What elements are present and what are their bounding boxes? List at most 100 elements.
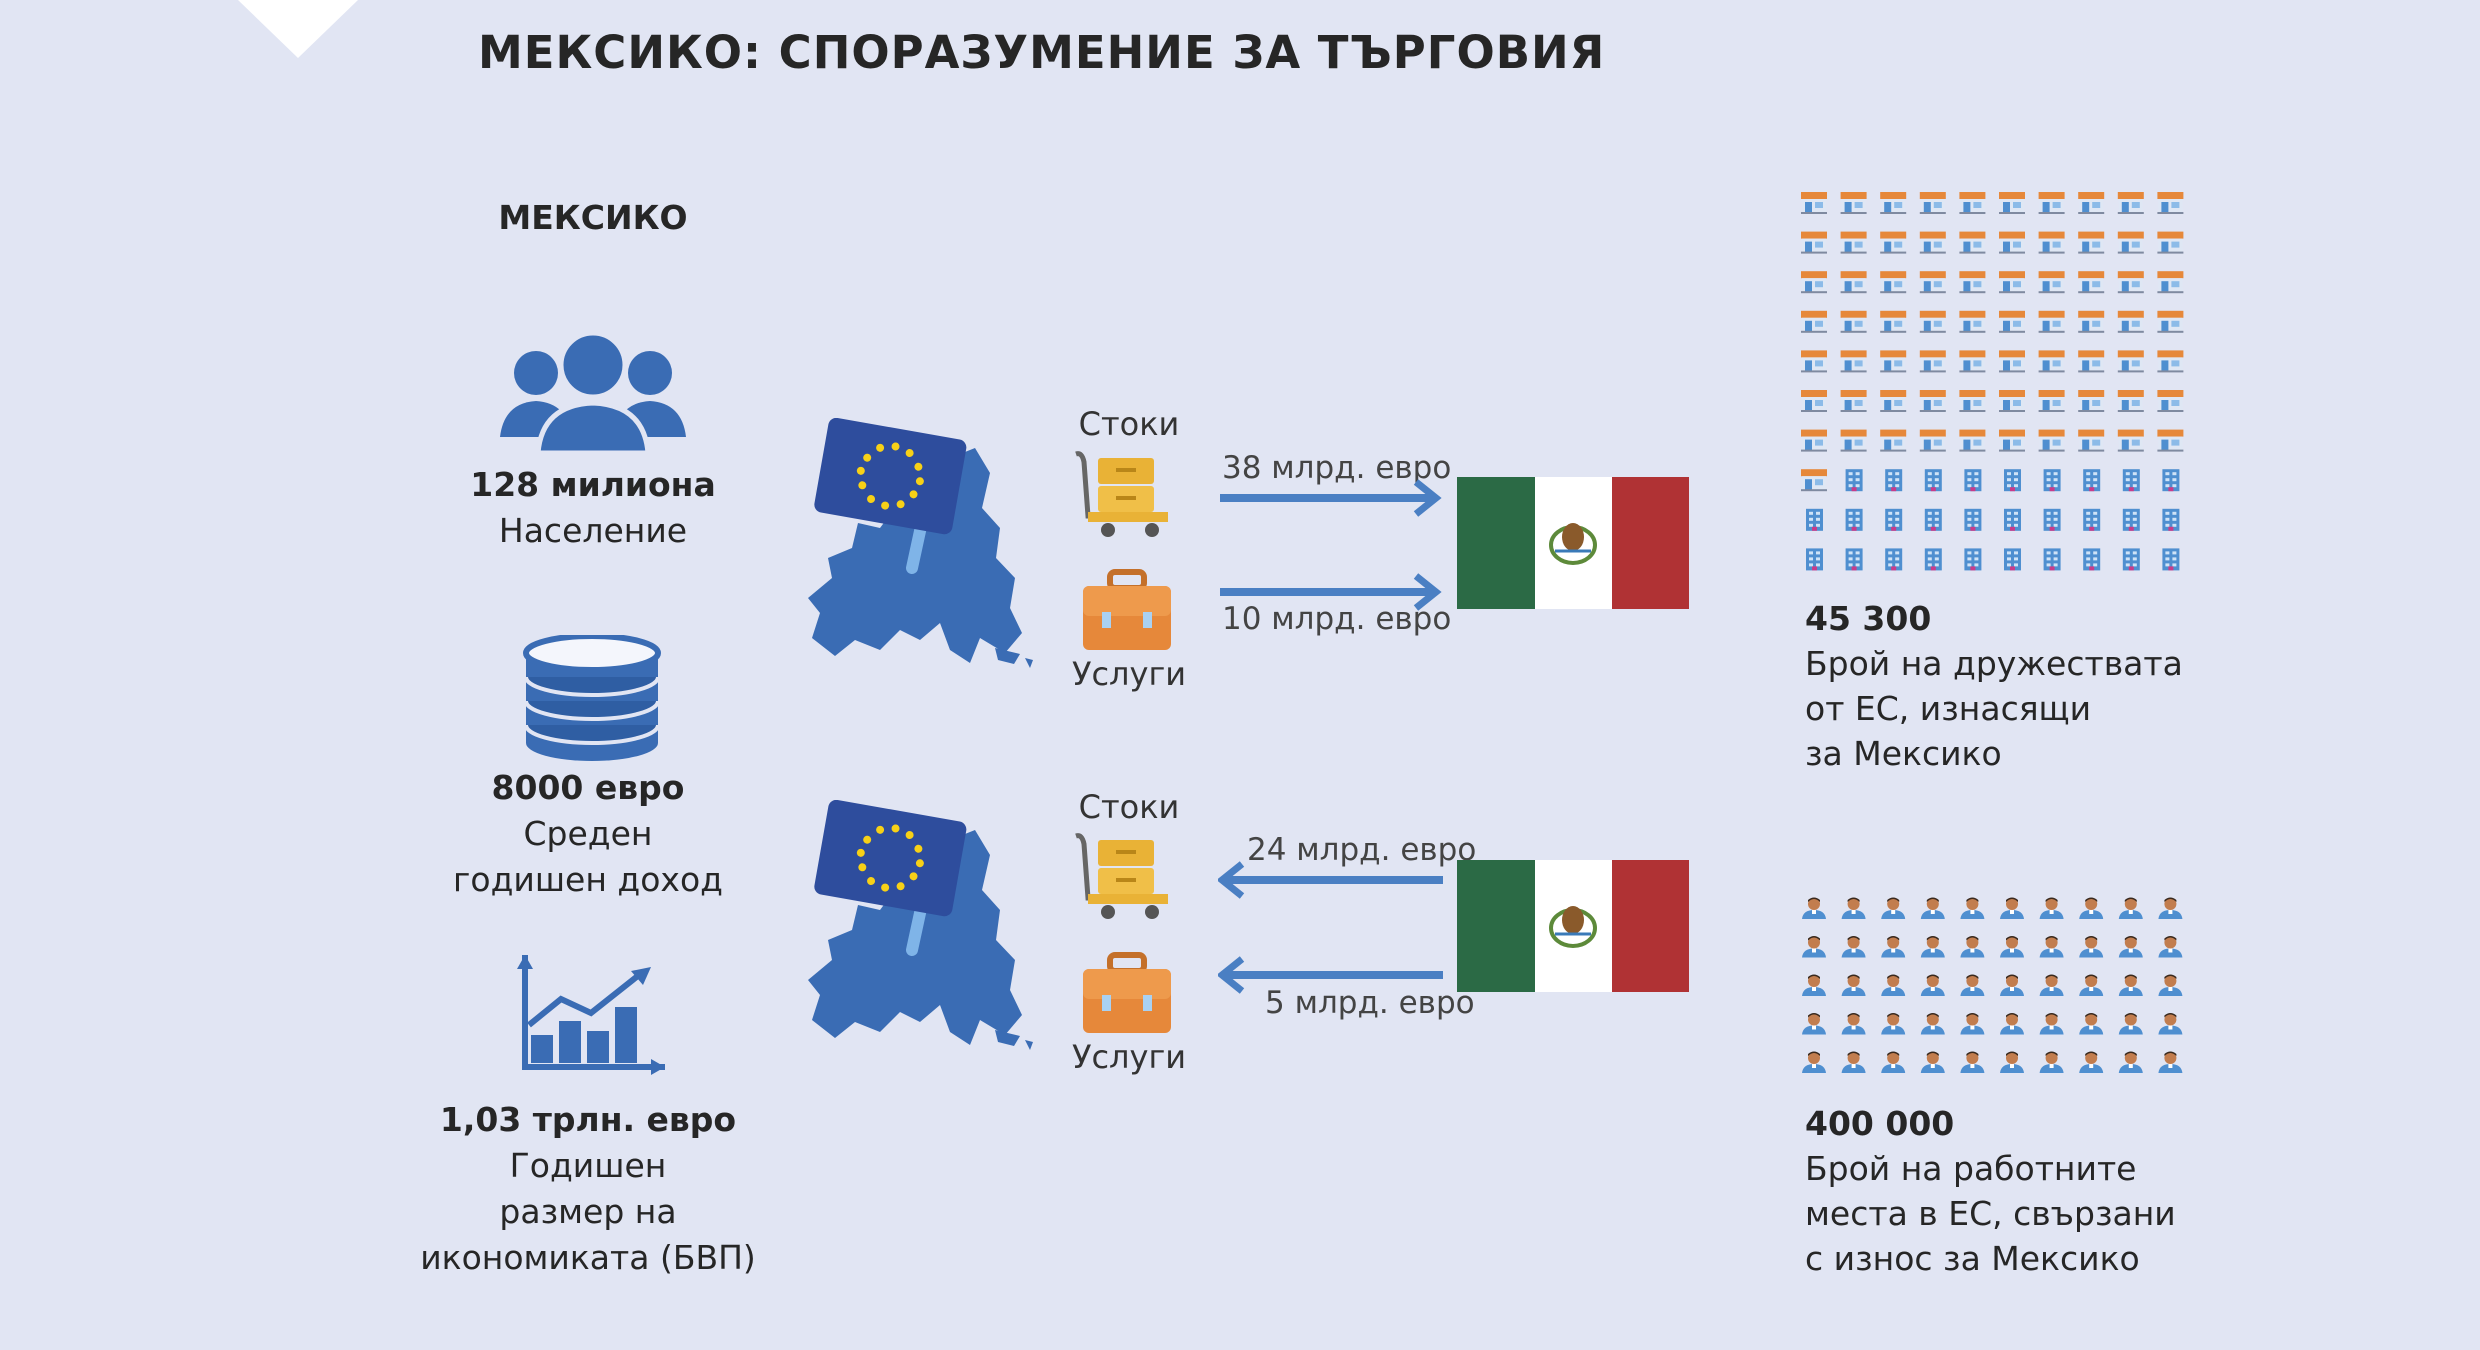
- worker-icon: [2118, 1013, 2143, 1035]
- worker-icon: [1881, 897, 1906, 919]
- office-building-icon: [1885, 548, 1903, 571]
- worker-icon: [1881, 1013, 1906, 1035]
- worker-icon: [2079, 897, 2104, 919]
- shop-icon: [2157, 192, 2184, 214]
- corner-notch-decoration: [238, 0, 358, 58]
- worker-icon: [1802, 1013, 1826, 1035]
- worker-icon: [1841, 936, 1866, 958]
- eu-map-with-flag-exports: [808, 418, 1033, 668]
- jobs-stat: 400 000 Брой на работните места в ЕС, св…: [1805, 1101, 2176, 1281]
- shop-icon: [1801, 469, 1827, 492]
- worker-icon: [2000, 897, 2024, 919]
- shop-icon: [1880, 271, 1907, 294]
- shop-icon: [2157, 390, 2184, 412]
- shop-icon: [1880, 390, 1907, 412]
- shop-icon: [1840, 390, 1867, 412]
- office-building-icon: [2043, 508, 2061, 531]
- worker-icon: [2118, 1051, 2143, 1073]
- income-label-line1: Среден: [523, 814, 653, 853]
- jobs-value: 400 000: [1805, 1104, 1955, 1143]
- worker-icon: [2118, 974, 2143, 996]
- shop-icon: [1999, 350, 2025, 373]
- shop-icon: [1801, 192, 1827, 214]
- worker-icon: [2079, 1051, 2104, 1073]
- income-value: 8000 евро: [491, 768, 685, 807]
- shop-icon: [2117, 350, 2144, 373]
- shop-icon: [2078, 231, 2105, 254]
- shop-icon: [1999, 310, 2025, 333]
- office-building-icon: [1806, 508, 1823, 531]
- shop-icon: [2157, 429, 2184, 452]
- office-building-icon: [1845, 469, 1863, 492]
- mexico-flag-exports: [1457, 477, 1689, 609]
- shop-icon: [1880, 350, 1907, 373]
- imports-services-arrow: [1218, 956, 1443, 994]
- worker-icon: [2039, 1013, 2064, 1035]
- worker-icon: [1920, 1013, 1945, 1035]
- population-icon: [500, 330, 686, 455]
- worker-icon: [1960, 1051, 1985, 1073]
- companies-label-line2: от ЕС, изнасящи: [1805, 689, 2092, 728]
- population-value: 128 милиона: [470, 465, 716, 504]
- office-building-icon: [1964, 548, 1982, 571]
- office-building-icon: [1885, 469, 1903, 492]
- eu-map-with-flag-imports: [808, 800, 1033, 1050]
- shop-icon: [2157, 231, 2184, 254]
- worker-icon: [1920, 1051, 1945, 1073]
- office-building-icon: [1885, 508, 1903, 531]
- office-building-icon: [2083, 548, 2101, 571]
- services-briefcase-icon-imports: [1083, 952, 1171, 1033]
- jobs-label-line3: с износ за Мексико: [1805, 1239, 2140, 1278]
- shop-icon: [1880, 310, 1907, 333]
- shop-icon: [1959, 429, 1986, 452]
- worker-icon: [2158, 1051, 2183, 1073]
- shop-icon: [2117, 429, 2144, 452]
- worker-icon: [2079, 1013, 2104, 1035]
- worker-icon: [1881, 1051, 1906, 1073]
- worker-icon: [2000, 1013, 2024, 1035]
- exports-goods-value: 38 млрд. евро: [1222, 450, 1452, 486]
- shop-icon: [2117, 390, 2144, 412]
- worker-icon: [2079, 936, 2104, 958]
- office-building-icon: [2004, 508, 2021, 531]
- shop-icon: [1801, 231, 1827, 254]
- shop-icon: [1840, 429, 1867, 452]
- worker-icon: [1802, 1051, 1826, 1073]
- worker-icon: [1841, 1013, 1866, 1035]
- office-building-icon: [2004, 548, 2021, 571]
- shop-icon: [2038, 192, 2065, 214]
- shop-icon: [2117, 271, 2144, 294]
- shop-icon: [2078, 429, 2105, 452]
- shop-icon: [1919, 390, 1946, 412]
- worker-icon: [2158, 974, 2183, 996]
- services-briefcase-icon: [1083, 569, 1171, 650]
- goods-cart-icon-imports: [1075, 833, 1168, 919]
- worker-icon: [1841, 974, 1866, 996]
- shop-icon: [2117, 231, 2144, 254]
- worker-icon: [2039, 974, 2064, 996]
- shop-icon: [2078, 310, 2105, 333]
- shop-icon: [1919, 192, 1946, 214]
- office-building-icon: [2043, 548, 2061, 571]
- companies-stat: 45 300 Брой на дружествата от ЕС, изнася…: [1805, 596, 2183, 776]
- income-label-line2: годишен доход: [453, 860, 723, 899]
- growth-chart-icon: [517, 955, 665, 1075]
- worker-icon: [2000, 936, 2024, 958]
- office-building-icon: [1806, 548, 1823, 571]
- shop-icon: [2038, 310, 2065, 333]
- shop-icon: [1919, 310, 1946, 333]
- office-building-icon: [1964, 508, 1982, 531]
- shop-icon: [2038, 231, 2065, 254]
- population-stat: 128 милиона Население: [373, 462, 813, 554]
- worker-icon: [2118, 897, 2143, 919]
- worker-icon: [1960, 897, 1985, 919]
- office-building-icon: [1845, 508, 1863, 531]
- companies-value: 45 300: [1805, 599, 1932, 638]
- shop-icon: [2117, 310, 2144, 333]
- goods-cart-icon: [1075, 451, 1168, 537]
- shop-icon: [1840, 310, 1867, 333]
- imports-goods-arrow: [1218, 861, 1443, 899]
- companies-label-line1: Брой на дружествата: [1805, 644, 2183, 683]
- exports-services-value: 10 млрд. евро: [1222, 601, 1452, 637]
- worker-icon: [2118, 936, 2143, 958]
